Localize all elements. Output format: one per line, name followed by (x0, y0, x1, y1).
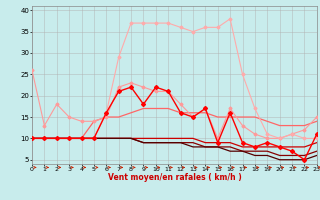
X-axis label: Vent moyen/en rafales ( km/h ): Vent moyen/en rafales ( km/h ) (108, 173, 241, 182)
